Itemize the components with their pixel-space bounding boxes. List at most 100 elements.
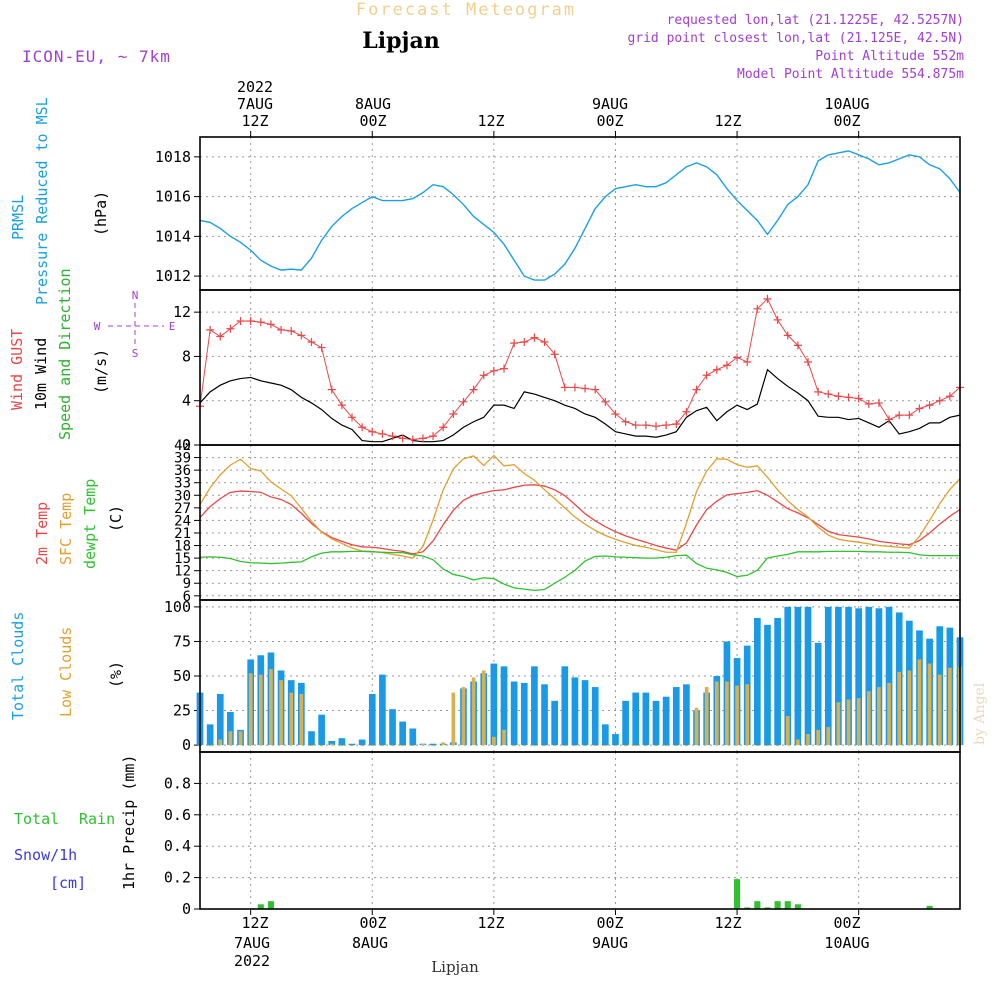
low-cloud-bar-17 [370,745,375,747]
bottom-time-label-0-0: 12Z [241,914,268,932]
top-time-label-0-2: 12Z [241,112,268,130]
low-cloud-bar-30 [502,729,506,746]
gust-marker-45 [652,422,660,431]
total-cloud-bar-33 [531,666,538,746]
low-cloud-bar-53 [735,685,739,746]
gust-marker-47 [672,419,681,428]
clouds-ytick-label-0: 0 [182,736,191,754]
location-title: Lipjan [362,28,439,54]
gust-marker-35 [550,350,559,359]
top-time-label-5-1: 00Z [833,112,860,130]
gust-marker-10 [297,331,306,340]
low-cloud-bar-51 [714,681,719,746]
low-cloud-bar-6 [258,674,263,746]
bottom-time-label-2-0: 12Z [477,914,504,932]
low-cloud-bar-34 [542,745,547,747]
gust-marker-56 [763,294,772,303]
low-cloud-bar-42 [623,745,628,747]
low-cloud-bar-35 [552,745,557,747]
bottom-time-label-0-2: 2022 [234,952,270,970]
temp-label-dewpt: dewpt Temp [81,479,99,569]
low-cloud-bar-74 [948,667,952,746]
total-cloud-bar-60 [804,606,812,746]
total-cloud-bar-19 [389,709,396,746]
low-cloud-bar-48 [684,745,689,747]
point-altitude: Point Altitude 552m [815,49,964,64]
low-cloud-bar-49 [694,707,699,746]
gust-marker-43 [631,421,640,430]
low-cloud-bar-67 [877,687,881,746]
precip-label-cm: [cm] [50,874,86,892]
total-cloud-bar-15 [348,743,356,746]
top-time-label-1-0: 8AUG [355,95,391,113]
low-cloud-bar-22 [421,743,425,746]
clouds-ytick-label-1: 25 [173,702,191,720]
pressure-label-long: Pressure Reduced to MSL [33,97,51,305]
gust-marker-55 [753,304,762,313]
clouds-ytick-label-3: 75 [173,632,191,650]
low-cloud-bar-19 [390,745,395,747]
low-cloud-bar-43 [633,745,638,747]
low-cloud-bar-13 [329,743,334,746]
temp-ytick-label-3: 15 [174,551,191,567]
clouds-ytick-label-4: 100 [164,598,191,616]
precip-label-snow: Snow/1h [14,846,77,864]
top-time-label-1-1: 00Z [359,112,386,130]
gust-marker-36 [560,383,569,392]
gust-marker-27 [469,385,478,394]
pressure-ytick-label-3: 1018 [155,148,191,166]
low-cloud-bar-58 [785,716,790,746]
total-cloud-bar-59 [794,606,802,746]
top-time-label-3-0: 9AUG [592,95,628,113]
rain-bar-6 [774,901,781,909]
low-cloud-bar-62 [826,727,831,746]
cloud-label-low: Low Clouds [57,627,75,717]
low-cloud-bar-12 [319,745,324,747]
low-cloud-bar-27 [471,677,476,746]
gust-marker-11 [307,338,316,347]
top-time-label-0-0: 2022 [237,78,273,96]
top-time-label-0-1: 7AUG [237,95,273,113]
plot-panels: 1012101410161018048126912151821242730333… [155,131,964,918]
gust-marker-3 [226,324,235,333]
rain-bar-8 [794,904,801,909]
total-cloud-bar-64 [845,606,852,746]
gust-marker-57 [773,315,782,324]
bottom-time-label-3-1: 9AUG [592,934,628,952]
grid-point-coords: grid point closest lon,lat (21.125E, 42.… [627,31,964,46]
total-cloud-bar-39 [591,687,599,746]
precip-label-rain: Rain [79,810,115,828]
pressure-panel: 1012 1014 1016 1018 [155,137,961,290]
total-cloud-bar-30 [500,666,508,746]
low-cloud-bar-20 [400,745,405,747]
gust-marker-32 [520,338,529,347]
total-cloud-bar-62 [824,606,832,746]
temp-label-sfc: SFC Temp [57,493,75,565]
gust-marker-1 [206,325,215,334]
model-label: ICON-EU, ~ 7km [22,47,171,66]
pressure-ytick-label-0: 1012 [155,267,191,285]
low-cloud-bar-60 [806,734,810,746]
cloud-label-unit: (%) [107,661,125,688]
gust-marker-70 [905,411,914,420]
total-cloud-bar-20 [399,721,407,746]
gust-marker-53 [733,353,742,362]
low-cloud-bar-70 [907,670,912,746]
bottom-time-label-1-1: 8AUG [352,934,388,952]
low-cloud-bar-18 [380,745,385,747]
precip-ytick-label-0: 0 [182,900,191,918]
gust-marker-62 [824,390,833,399]
low-cloud-bar-10 [299,693,304,746]
gust-marker-4 [236,317,245,325]
temp-panel-labels: 2m Temp SFC Temp dewpt Temp (C) [33,479,125,569]
total-cloud-bar-61 [814,642,822,746]
pressure-label-prmsl: PRMSL [9,195,27,240]
bottom-time-label-1-0: 00Z [359,914,386,932]
compass-north: N [132,289,139,302]
wind-ytick-label-3: 12 [173,303,191,321]
temp-ytick-label-1: 9 [183,576,191,592]
gust-marker-24 [439,423,448,432]
gust-marker-61 [814,387,823,396]
gust-marker-42 [621,417,630,426]
